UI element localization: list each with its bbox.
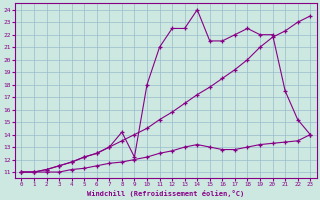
X-axis label: Windchill (Refroidissement éolien,°C): Windchill (Refroidissement éolien,°C): [87, 190, 244, 197]
